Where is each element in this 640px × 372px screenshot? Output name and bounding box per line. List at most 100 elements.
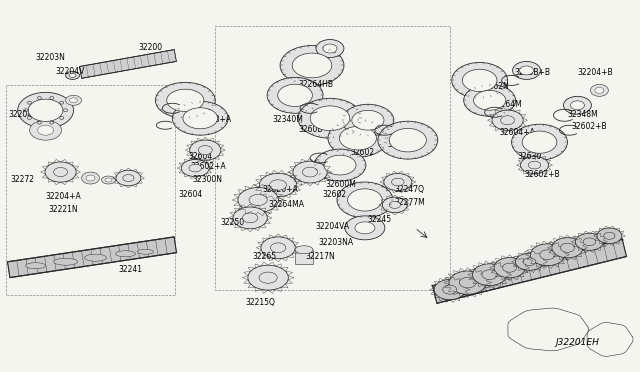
Ellipse shape — [345, 216, 385, 240]
Ellipse shape — [292, 53, 332, 78]
Ellipse shape — [516, 253, 543, 270]
Ellipse shape — [70, 98, 77, 103]
Ellipse shape — [520, 157, 548, 174]
Ellipse shape — [28, 99, 63, 121]
Ellipse shape — [259, 272, 277, 283]
Ellipse shape — [295, 246, 313, 254]
Ellipse shape — [238, 187, 278, 212]
Ellipse shape — [115, 251, 136, 257]
Ellipse shape — [460, 278, 476, 288]
Ellipse shape — [583, 238, 596, 246]
Ellipse shape — [500, 116, 515, 125]
Ellipse shape — [45, 162, 76, 182]
Text: 32262N: 32262N — [479, 82, 509, 92]
Ellipse shape — [84, 254, 106, 261]
Ellipse shape — [382, 197, 407, 213]
Ellipse shape — [172, 101, 228, 135]
Ellipse shape — [563, 96, 591, 114]
Ellipse shape — [54, 258, 77, 265]
Ellipse shape — [575, 233, 604, 250]
Ellipse shape — [65, 95, 81, 105]
Text: 32604: 32604 — [179, 190, 202, 199]
Ellipse shape — [348, 189, 382, 211]
Ellipse shape — [339, 126, 376, 150]
Ellipse shape — [123, 174, 134, 182]
Text: 32204+A: 32204+A — [45, 192, 81, 201]
Ellipse shape — [324, 155, 356, 175]
Text: 32264M: 32264M — [492, 100, 522, 109]
Ellipse shape — [389, 202, 401, 208]
Ellipse shape — [597, 228, 622, 244]
Text: 32602: 32602 — [322, 190, 346, 199]
Ellipse shape — [389, 128, 426, 152]
Text: 32204: 32204 — [9, 110, 33, 119]
Text: 32250: 32250 — [220, 218, 244, 227]
Ellipse shape — [156, 82, 215, 118]
Polygon shape — [8, 237, 177, 278]
Text: 32602: 32602 — [350, 148, 374, 157]
Ellipse shape — [513, 61, 541, 79]
Ellipse shape — [86, 175, 95, 181]
Text: 32230: 32230 — [388, 140, 412, 149]
Ellipse shape — [384, 173, 412, 190]
Text: 32204+B: 32204+B — [577, 68, 613, 77]
Ellipse shape — [183, 108, 218, 129]
Ellipse shape — [65, 71, 79, 79]
Text: 32241: 32241 — [118, 265, 143, 274]
Text: J32201EH: J32201EH — [556, 339, 600, 347]
Ellipse shape — [328, 119, 388, 157]
Ellipse shape — [243, 213, 258, 223]
Ellipse shape — [443, 285, 457, 294]
Ellipse shape — [522, 131, 557, 153]
Ellipse shape — [392, 178, 404, 186]
Ellipse shape — [352, 110, 384, 130]
Ellipse shape — [181, 160, 209, 177]
Text: 32217N: 32217N — [305, 252, 335, 261]
Ellipse shape — [502, 263, 516, 272]
Ellipse shape — [302, 167, 317, 177]
Text: 32204V: 32204V — [56, 67, 85, 76]
Ellipse shape — [189, 164, 202, 172]
Ellipse shape — [552, 238, 583, 258]
Ellipse shape — [378, 121, 438, 159]
Ellipse shape — [474, 90, 506, 110]
Ellipse shape — [249, 194, 268, 205]
Text: 32600M: 32600M — [325, 180, 356, 189]
Text: 32630: 32630 — [518, 152, 542, 161]
Text: 32602+B: 32602+B — [525, 170, 560, 179]
Ellipse shape — [528, 161, 541, 169]
Text: 32604: 32604 — [188, 152, 212, 161]
Text: 32221N: 32221N — [49, 205, 78, 214]
Ellipse shape — [464, 84, 516, 116]
Ellipse shape — [81, 172, 99, 184]
Ellipse shape — [267, 77, 323, 113]
Ellipse shape — [269, 180, 287, 190]
Text: 32602+B: 32602+B — [572, 122, 607, 131]
Ellipse shape — [595, 87, 604, 93]
Ellipse shape — [298, 98, 362, 138]
Ellipse shape — [531, 244, 564, 266]
Ellipse shape — [494, 257, 525, 278]
Ellipse shape — [561, 243, 575, 252]
Text: 32300N: 32300N — [192, 175, 222, 184]
Ellipse shape — [355, 222, 375, 234]
Ellipse shape — [271, 243, 286, 253]
Ellipse shape — [29, 120, 61, 140]
Ellipse shape — [316, 39, 344, 58]
Ellipse shape — [540, 250, 555, 260]
Ellipse shape — [337, 182, 393, 218]
Ellipse shape — [116, 170, 141, 186]
Ellipse shape — [310, 106, 350, 131]
Ellipse shape — [434, 279, 465, 300]
Text: 32277M: 32277M — [395, 198, 426, 207]
Ellipse shape — [449, 271, 486, 294]
Text: 3260B+A: 3260B+A — [195, 115, 232, 124]
Ellipse shape — [278, 84, 312, 106]
Text: 32245: 32245 — [368, 215, 392, 224]
Ellipse shape — [18, 92, 74, 128]
Ellipse shape — [524, 258, 536, 266]
Ellipse shape — [492, 110, 523, 130]
Ellipse shape — [261, 237, 295, 259]
Bar — [295, 250, 313, 264]
Text: 32247Q: 32247Q — [395, 185, 425, 194]
